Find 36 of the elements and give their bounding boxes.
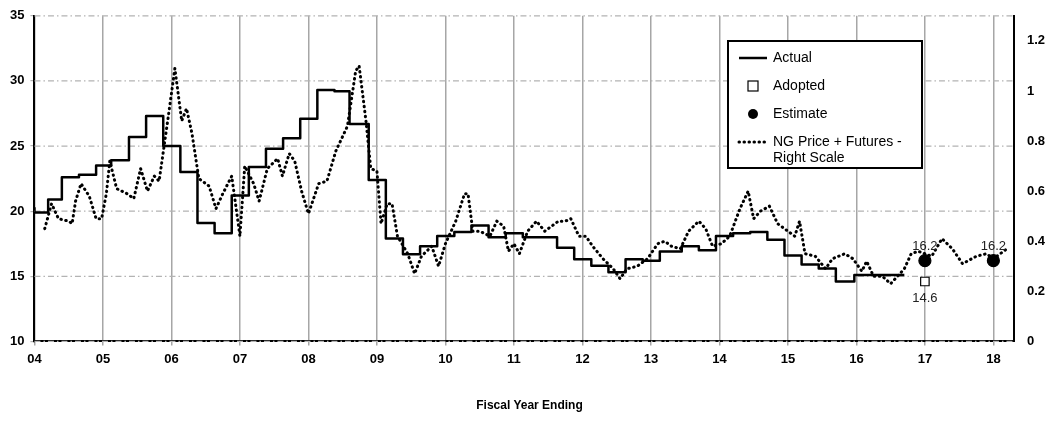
x-tick-label: 18 <box>986 350 1001 366</box>
y-tick-label: 35 <box>9 7 25 23</box>
y-tick-label: 10 <box>9 332 25 348</box>
x-tick-label: 10 <box>438 350 453 366</box>
x-tick-label: 04 <box>27 350 43 366</box>
data-label: 16.2 <box>912 237 938 253</box>
y2-tick-label: 0.4 <box>1026 232 1046 248</box>
x-tick-label: 08 <box>301 350 316 366</box>
y-tick-label: 15 <box>9 267 25 283</box>
x-tick-label: 17 <box>917 350 933 366</box>
y-tick-label: 25 <box>9 137 25 153</box>
legend-label: Actual <box>773 49 812 65</box>
y2-tick-label: 1 <box>1026 82 1035 98</box>
y2-tick-label: 0 <box>1026 332 1035 348</box>
x-tick-label: 06 <box>164 350 179 366</box>
x-tick-label: 16 <box>849 350 864 366</box>
y2-tick-label: 0.8 <box>1026 132 1046 148</box>
x-tick-label: 09 <box>369 350 385 366</box>
y2-tick-label: 0.2 <box>1026 282 1046 298</box>
x-tick-label: 12 <box>575 350 590 366</box>
y-tick-label: 20 <box>9 202 25 218</box>
x-tick-label: 05 <box>95 350 111 366</box>
legend-label: Adopted <box>773 77 826 93</box>
data-label: 14.6 <box>912 289 938 305</box>
x-tick-label: 13 <box>643 350 659 366</box>
x-tick-label: 07 <box>232 350 248 366</box>
x-tick-label: 11 <box>507 350 521 366</box>
data-label: 16.2 <box>980 237 1007 253</box>
x-axis-title: Fiscal Year Ending <box>475 398 584 412</box>
x-tick-label: 15 <box>780 350 796 366</box>
y2-tick-label: 0.6 <box>1026 182 1046 198</box>
legend-label: Estimate <box>773 105 828 121</box>
legend-label: NG Price + Futures - Right Scale <box>773 133 903 165</box>
y2-tick-label: 1.2 <box>1026 32 1046 48</box>
y-tick-label: 30 <box>9 72 25 88</box>
x-tick-label: 14 <box>712 350 728 366</box>
